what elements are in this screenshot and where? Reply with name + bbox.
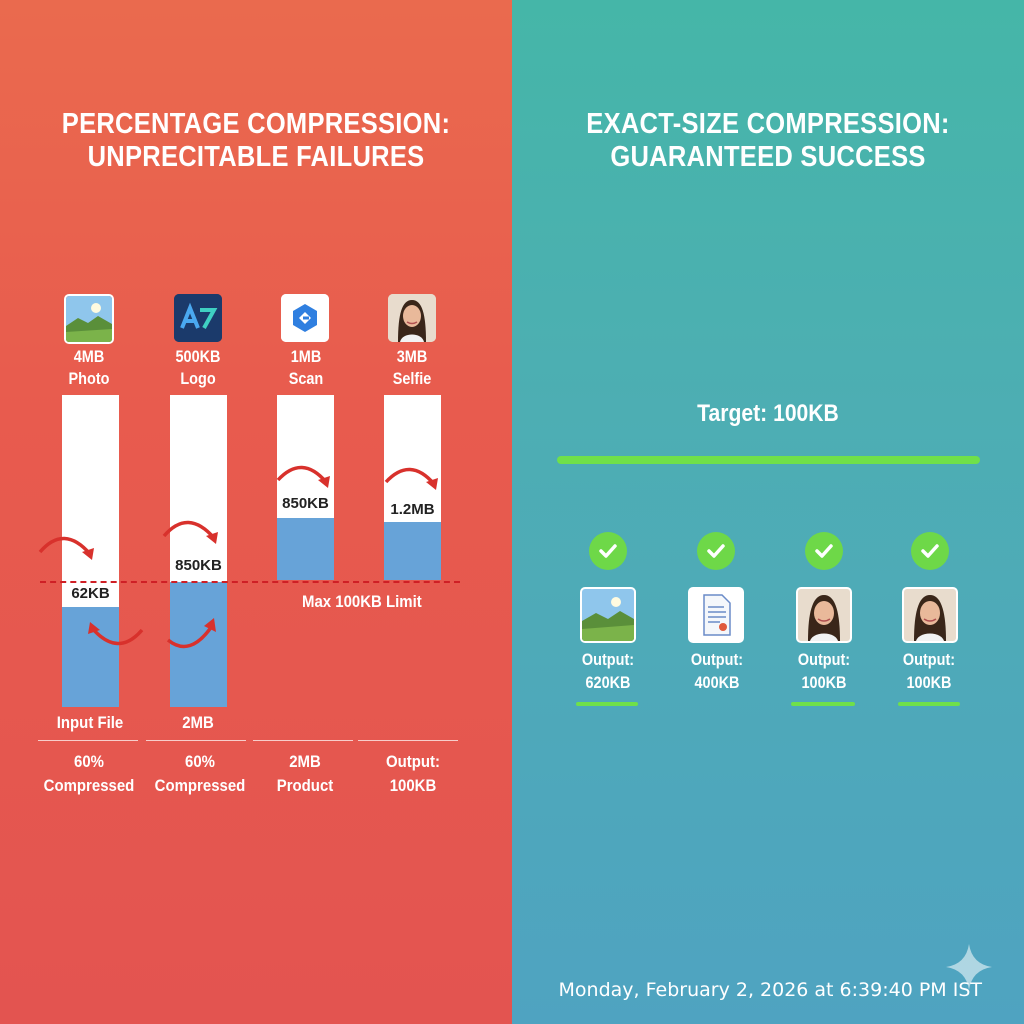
sparkle-icon [946, 944, 992, 990]
check-icon [589, 532, 627, 570]
column-label-photo: 4MB Photo [68, 347, 110, 388]
left-title-line1: PERCENTAGE COMPRESSION: [61, 108, 451, 140]
summary-scan: 2MB Product [276, 752, 334, 795]
right-panel-title: EXACT-SIZE COMPRESSION: GUARANTEED SUCCE… [543, 108, 994, 174]
check-icon [805, 532, 843, 570]
bar-scan-fill [277, 518, 334, 580]
percentage-compression-panel: PERCENTAGE COMPRESSION: UNPRECITABLE FAI… [0, 0, 512, 1024]
output-label-1: Output: 620KB [581, 650, 635, 692]
curved-arrow-icon [166, 618, 216, 649]
right-title-line1: EXACT-SIZE COMPRESSION: [586, 108, 950, 140]
output-label-4: Output: 100KB [902, 650, 956, 692]
curved-arrow-icon [38, 536, 94, 560]
limit-dashed-line [40, 581, 460, 583]
curved-arrow-icon [162, 520, 218, 544]
bar-bottom-label-input: Input File [56, 713, 124, 732]
divider [253, 740, 353, 741]
target-line [557, 456, 980, 464]
divider [38, 740, 138, 741]
check-icon [911, 532, 949, 570]
column-label-selfie: 3MB Selfie [392, 347, 432, 388]
selfie-portrait-icon [388, 294, 436, 342]
curved-arrow-icon [276, 465, 330, 488]
curved-arrow-icon [88, 622, 144, 646]
output-underline [576, 702, 638, 706]
check-icon [697, 532, 735, 570]
left-title-line2: UNPRECITABLE FAILURES [87, 141, 425, 173]
divider [358, 740, 458, 741]
target-label: Target: 100KB [697, 400, 839, 427]
bar-value-scan: 850KB [277, 492, 334, 516]
output-underline [898, 702, 960, 706]
column-label-logo: 500KB Logo [175, 347, 221, 388]
landscape-photo-icon [64, 294, 114, 344]
divider [146, 740, 246, 741]
timestamp: Monday, February 2, 2026 at 6:39:40 PM I… [558, 979, 982, 1001]
selfie-portrait-icon [902, 587, 958, 643]
summary-photo: 60% Compressed [43, 752, 135, 795]
document-icon [688, 587, 744, 643]
landscape-photo-icon [580, 587, 636, 643]
left-panel-title: PERCENTAGE COMPRESSION: UNPRECITABLE FAI… [31, 108, 482, 174]
curved-arrow-icon [384, 467, 438, 490]
limit-label: Max 100KB Limit [302, 592, 422, 611]
output-label-2: Output: 400KB [690, 650, 744, 692]
scan-app-icon [281, 294, 329, 342]
bar-value-photo: 62KB [62, 582, 119, 606]
column-label-scan: 1MB Scan [288, 347, 324, 388]
bar-selfie-fill [384, 522, 441, 580]
selfie-portrait-icon [796, 587, 852, 643]
output-label-3: Output: 100KB [797, 650, 851, 692]
bar-value-selfie: 1.2MB [384, 498, 441, 522]
right-title-line2: GUARANTEED SUCCESS [610, 141, 926, 173]
summary-logo: 60% Compressed [154, 752, 246, 795]
output-underline [791, 702, 855, 706]
logo-icon [174, 294, 222, 342]
exact-size-compression-panel: EXACT-SIZE COMPRESSION: GUARANTEED SUCCE… [512, 0, 1024, 1024]
bar-value-logo: 850KB [170, 554, 227, 578]
bar-bottom-label-2mb: 2MB [182, 713, 214, 732]
summary-selfie: Output: 100KB [385, 752, 440, 795]
